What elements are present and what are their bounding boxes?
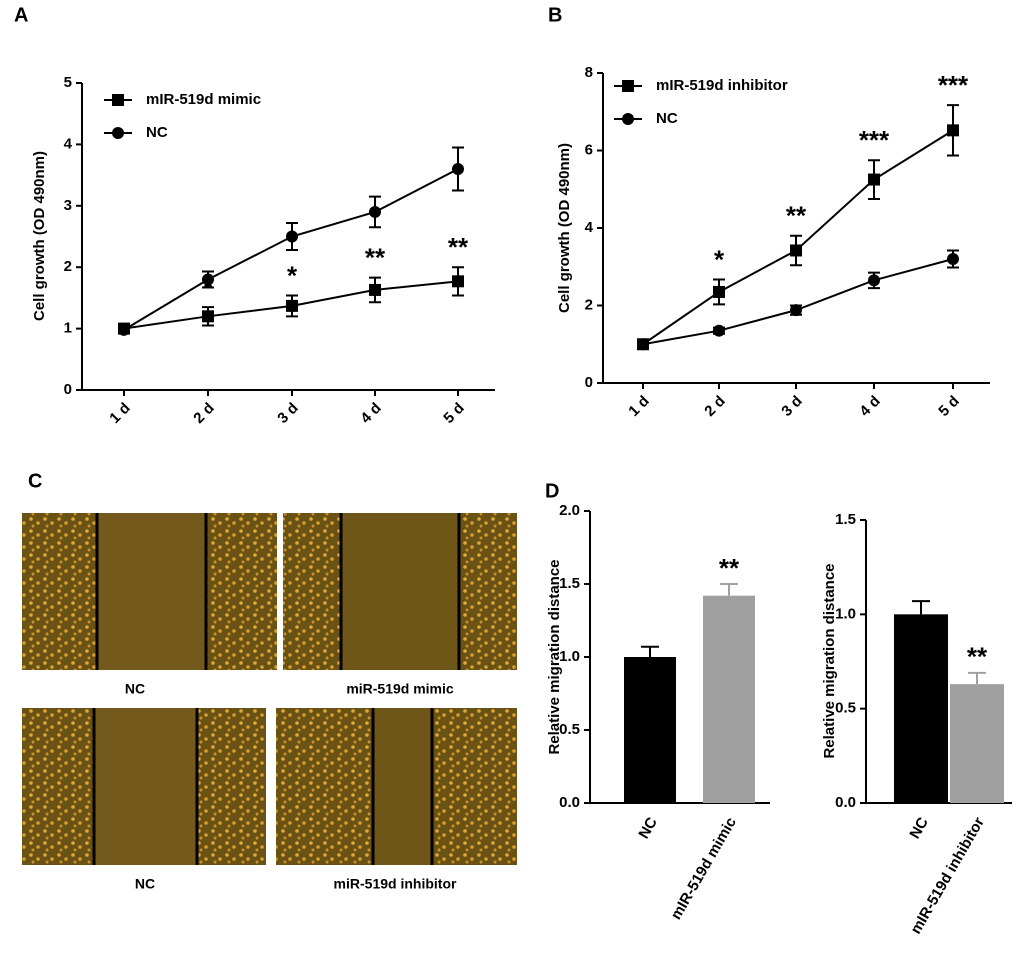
marker: [369, 283, 381, 296]
x-tick-label: 2 d: [190, 400, 217, 427]
micrograph: [283, 513, 517, 670]
marker: [713, 324, 725, 337]
y-tick-label: 2: [64, 258, 72, 275]
x-tick-label: 1 d: [106, 400, 133, 427]
y-tick-label: 0.5: [835, 700, 856, 717]
marker: [947, 253, 959, 265]
bar: [703, 595, 755, 803]
panel-label: A: [14, 4, 28, 26]
y-tick-label: 0.0: [559, 794, 580, 811]
x-tick-label: 1 d: [625, 393, 652, 420]
marker: [622, 113, 634, 125]
y-tick-label: 2.0: [559, 502, 580, 519]
marker: [637, 338, 649, 351]
x-tick-label: NC: [906, 814, 932, 841]
marker: [286, 230, 298, 243]
error-bar: [912, 600, 930, 615]
legend-label: NC: [146, 124, 168, 141]
marker: [112, 127, 124, 139]
x-tick-label: 3 d: [778, 393, 805, 420]
y-tick-label: 6: [585, 141, 593, 158]
legend-label: mIR-519d mimic: [146, 91, 261, 108]
legend-label: mIR-519d inhibitor: [656, 77, 788, 94]
error-bar: [968, 671, 986, 685]
y-tick-label: 1.0: [835, 605, 856, 622]
marker: [202, 273, 214, 286]
x-tick-label: 4 d: [856, 393, 883, 420]
marker: [286, 299, 298, 312]
y-tick-label: 0: [64, 381, 72, 398]
y-axis-title: Relative migration distance: [546, 559, 563, 754]
marker: [713, 285, 725, 298]
significance: **: [365, 243, 386, 273]
panel-label: B: [548, 4, 562, 26]
image-label: miR-519d inhibitor: [334, 876, 457, 892]
y-tick-label: 4: [64, 135, 73, 152]
marker: [118, 323, 130, 336]
significance: ***: [938, 70, 969, 100]
bar: [950, 684, 1004, 803]
significance: **: [448, 232, 469, 262]
image-label: NC: [125, 681, 145, 697]
x-tick-label: NC: [635, 814, 661, 841]
panel-label: D: [545, 480, 559, 502]
y-tick-label: 0.5: [559, 721, 580, 738]
x-tick-label: 5 d: [440, 400, 467, 427]
y-axis-title: Cell growth (OD 490nm): [556, 143, 573, 313]
y-axis-title: Relative migration distance: [821, 563, 838, 758]
bar: [894, 614, 948, 803]
y-tick-label: 1.5: [559, 575, 580, 592]
marker: [452, 275, 464, 288]
y-tick-label: 8: [585, 64, 593, 81]
marker: [947, 124, 959, 137]
panel-label: C: [28, 470, 42, 492]
micrograph: [22, 513, 277, 670]
significance: ***: [859, 125, 890, 155]
micrograph: [22, 708, 266, 865]
marker: [790, 244, 802, 257]
marker: [868, 173, 880, 186]
y-tick-label: 1.5: [835, 511, 856, 528]
y-tick-label: 1: [64, 320, 72, 337]
x-tick-label: 4 d: [357, 400, 384, 427]
marker: [790, 304, 802, 317]
marker: [452, 162, 464, 175]
significance: **: [967, 642, 988, 672]
marker: [622, 80, 634, 92]
significance: *: [203, 272, 214, 302]
y-tick-label: 3: [64, 197, 72, 214]
bar: [624, 657, 676, 803]
y-tick-label: 1.0: [559, 648, 580, 665]
legend-label: NC: [656, 110, 678, 127]
marker: [868, 274, 880, 287]
y-axis-title: Cell growth (OD 490nm): [31, 151, 48, 321]
marker: [112, 94, 124, 106]
significance: **: [786, 201, 807, 231]
significance: *: [287, 260, 298, 290]
x-tick-label: 3 d: [274, 400, 301, 427]
y-tick-label: 2: [585, 296, 593, 313]
y-tick-label: 4: [585, 219, 594, 236]
significance: *: [714, 244, 725, 274]
micrograph: [276, 708, 517, 865]
marker: [202, 310, 214, 323]
error-bar: [720, 583, 738, 596]
x-tick-label: mIR-519d mimic: [668, 814, 740, 922]
image-label: NC: [135, 876, 155, 892]
error-bar: [641, 645, 659, 657]
x-tick-label: 5 d: [935, 393, 962, 420]
y-tick-label: 0.0: [835, 794, 856, 811]
x-tick-label: 2 d: [701, 393, 728, 420]
image-label: miR-519d mimic: [346, 681, 454, 697]
line: [642, 258, 954, 346]
y-tick-label: 0: [585, 374, 593, 391]
significance: **: [719, 553, 740, 583]
y-tick-label: 5: [64, 74, 72, 91]
marker: [369, 205, 381, 218]
